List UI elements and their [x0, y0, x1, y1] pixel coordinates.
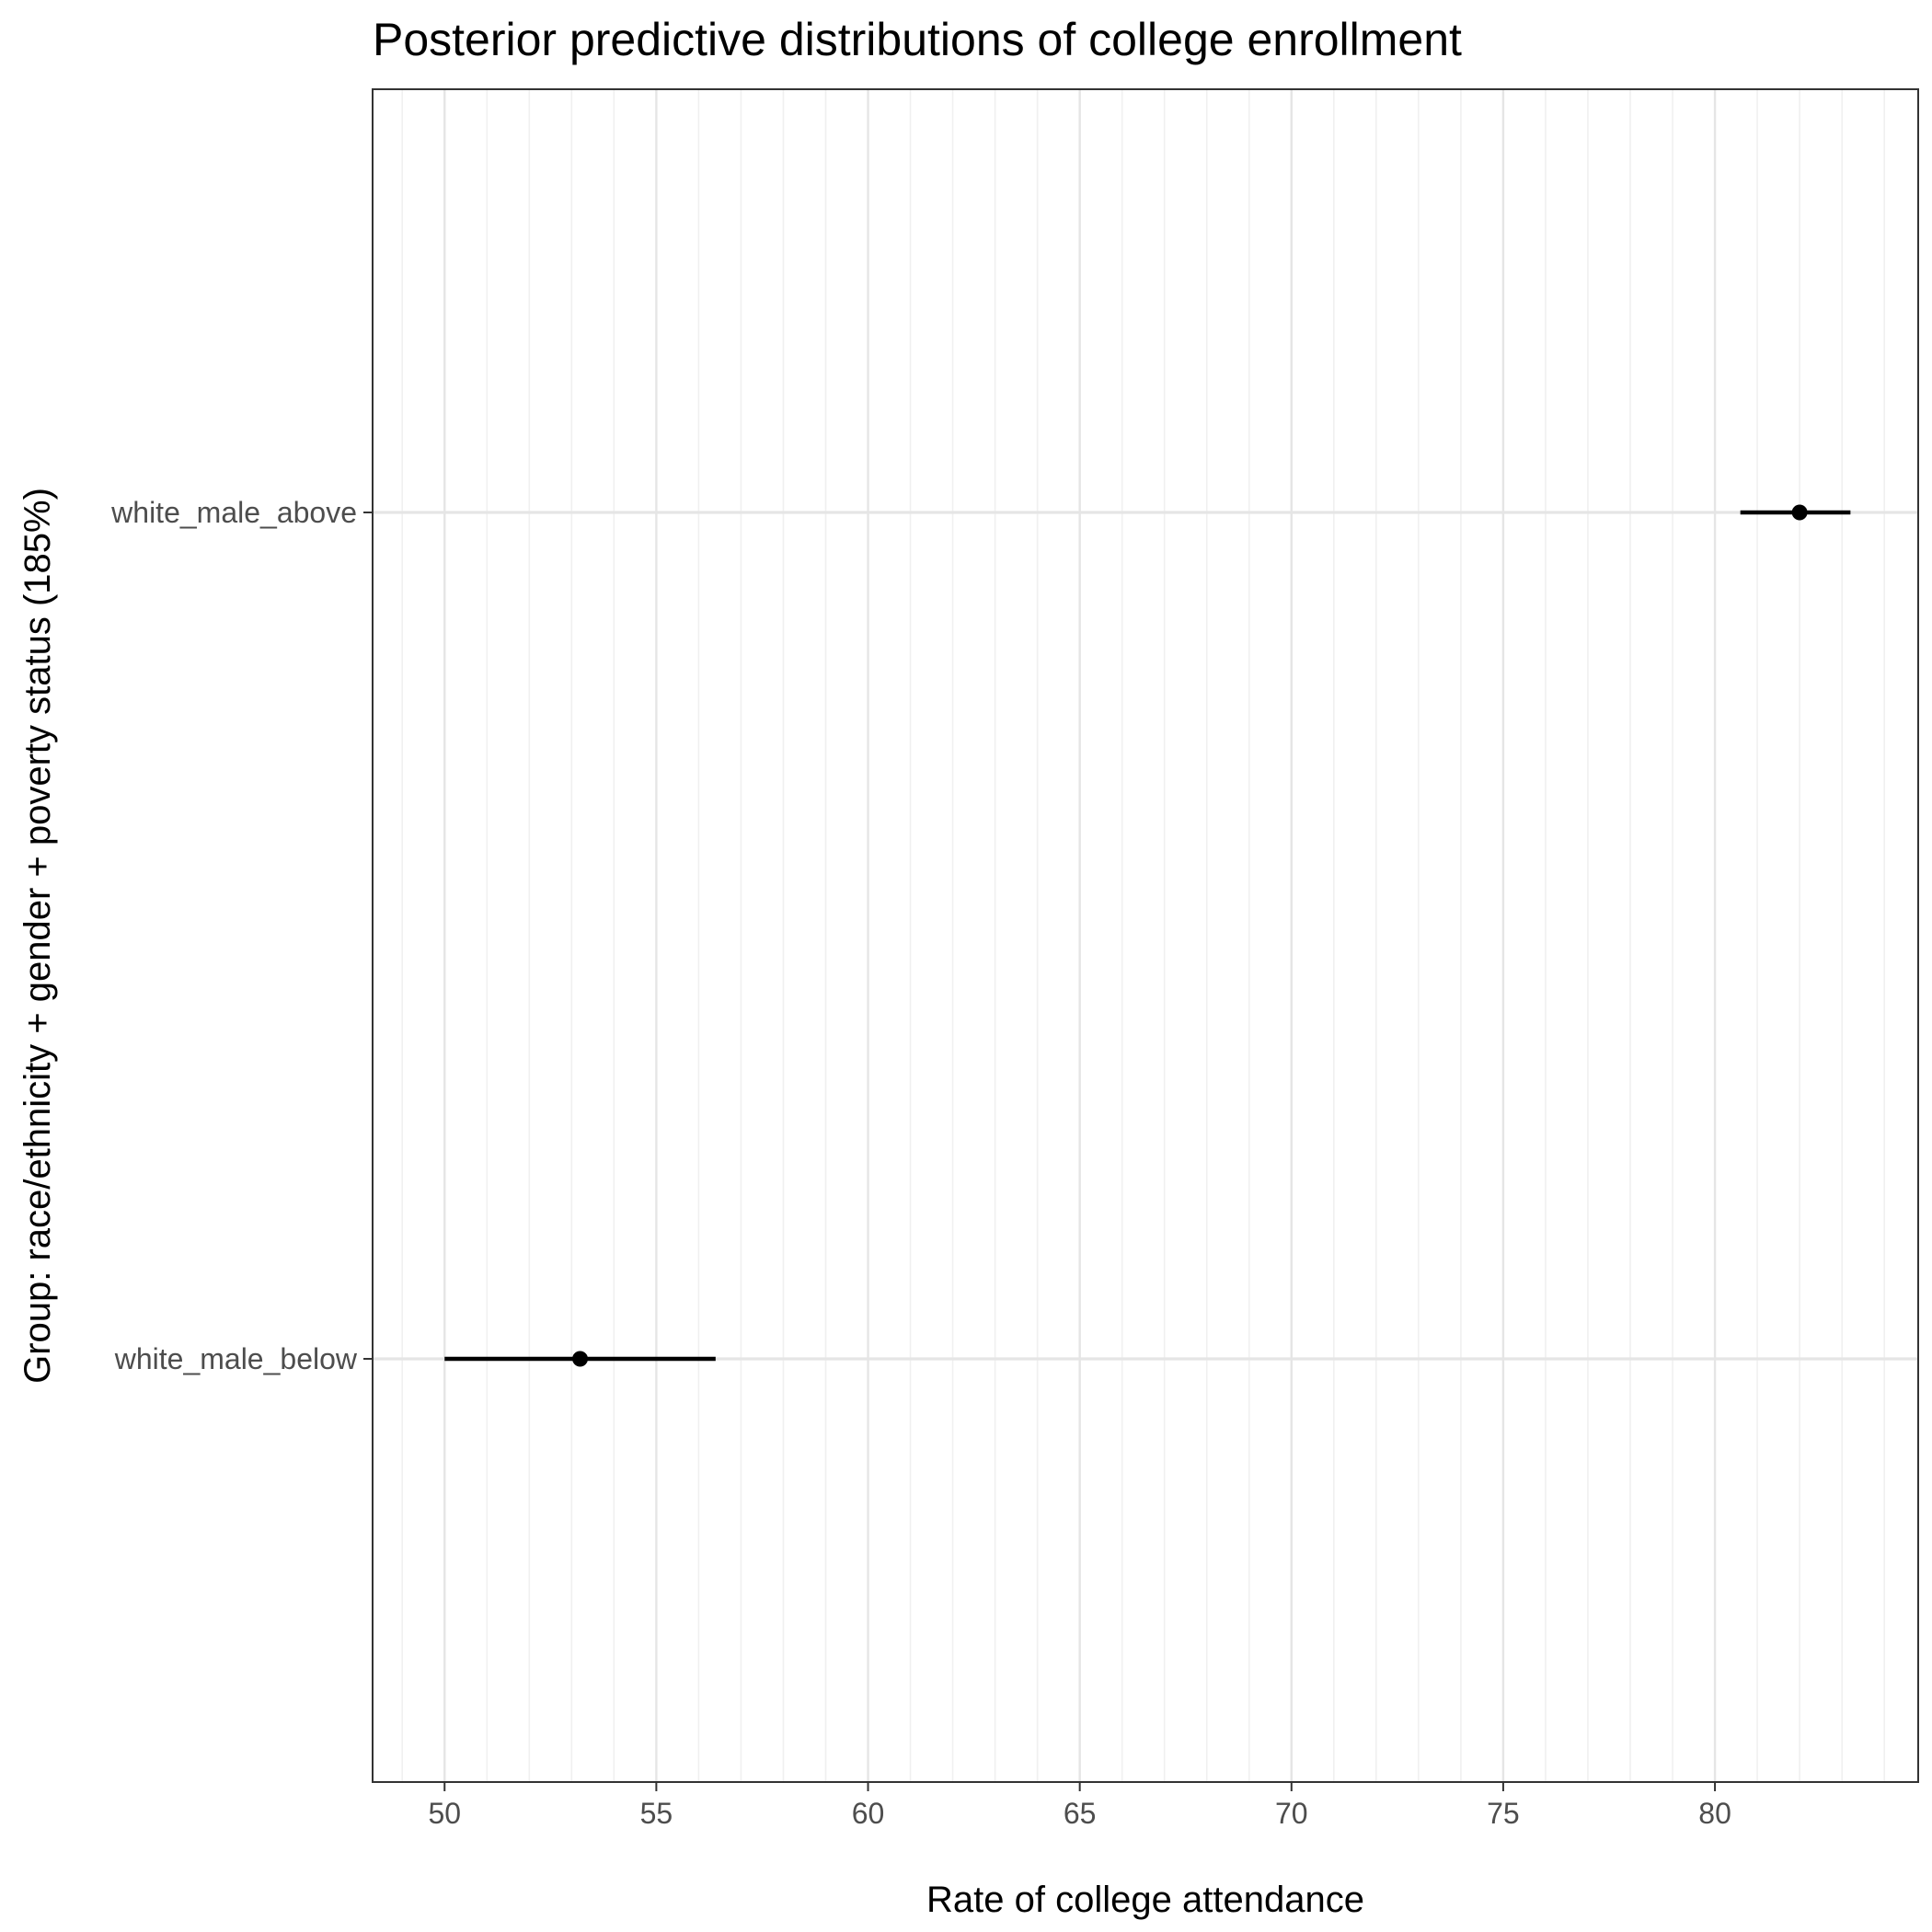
x-tick-label: 55 — [640, 1797, 673, 1830]
x-tick-label: 60 — [852, 1797, 885, 1830]
x-tick-label: 65 — [1064, 1797, 1097, 1830]
y-axis-title: Group: race/ethnicity + gender + poverty… — [17, 488, 58, 1384]
grid — [373, 89, 1918, 1782]
x-axis-title: Rate of college attendance — [926, 1880, 1364, 1920]
x-tick-label: 70 — [1275, 1797, 1308, 1830]
x-tick-label: 75 — [1487, 1797, 1520, 1830]
estimate-point — [572, 1351, 589, 1367]
axes: 50 55 60 65 70 75 80 white_male_below white_male… — [110, 496, 1731, 1830]
y-tick-label: white_male_above — [110, 496, 357, 529]
panel-border — [372, 88, 1919, 1783]
y-tick-label: white_male_below — [114, 1342, 358, 1375]
chart-title: Posterior predictive distributions of co… — [373, 14, 1462, 65]
marks — [444, 504, 1851, 1367]
x-tick-label: 50 — [428, 1797, 461, 1830]
estimate-point — [1791, 504, 1808, 521]
x-tick-label: 80 — [1698, 1797, 1731, 1830]
